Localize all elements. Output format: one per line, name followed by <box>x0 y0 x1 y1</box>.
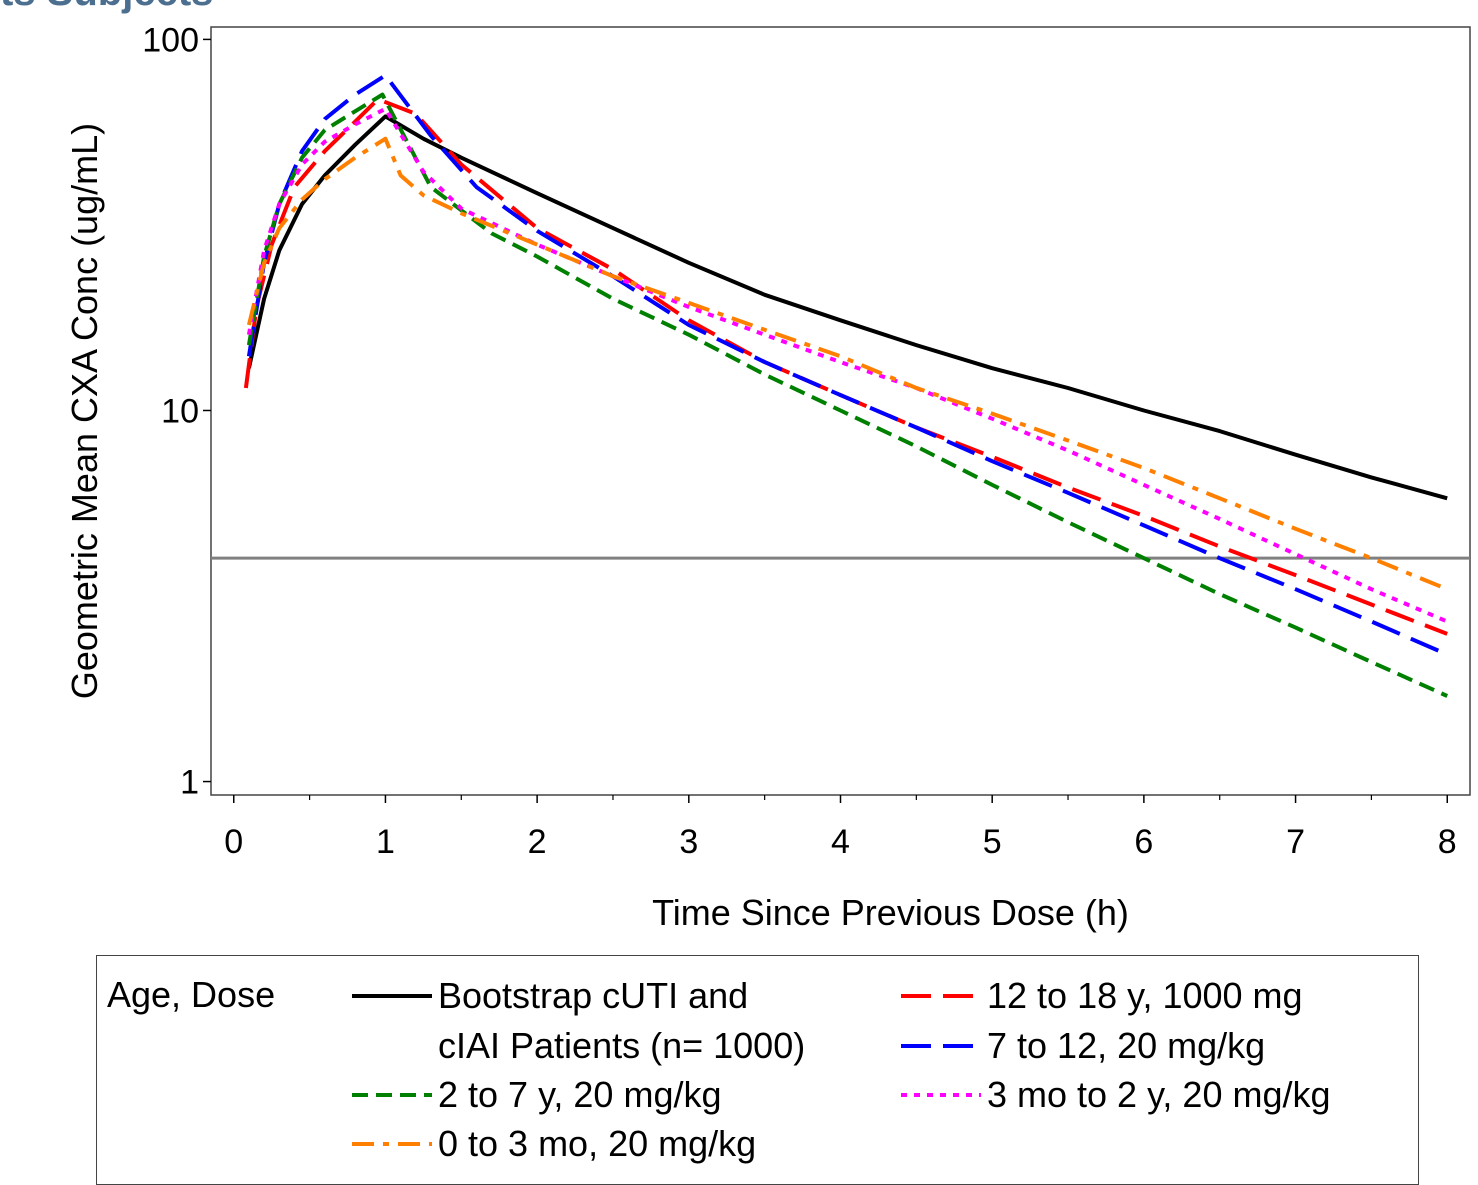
series-line-3 <box>246 92 1449 698</box>
legend-item-bootstrap: Bootstrap cUTI and cIAI Patients (n= 100… <box>352 971 805 1071</box>
legend-label-2-7y: 2 to 7 y, 20 mg/kg <box>438 1074 722 1115</box>
y-tick-label: 100 <box>142 21 199 59</box>
legend-item-12-18y: 12 to 18 y, 1000 mg <box>901 971 1303 1021</box>
legend-item-3mo-2y: 3 mo to 2 y, 20 mg/kg <box>901 1070 1331 1120</box>
x-tick-label: 6 <box>1134 823 1153 861</box>
y-axis-title: Geometric Mean CXA Conc (ug/mL) <box>64 123 105 699</box>
legend-swatch-0-3mo <box>352 1142 432 1146</box>
page-title: ts Subjects <box>0 0 213 15</box>
legend-swatch-12-18y <box>901 994 981 998</box>
y-tick-label: 1 <box>180 764 199 802</box>
series-line-5 <box>246 136 1448 592</box>
legend-label-3mo-2y: 3 mo to 2 y, 20 mg/kg <box>987 1074 1331 1115</box>
legend-swatch-2-7y <box>352 1093 432 1097</box>
legend-label-0-3mo: 0 to 3 mo, 20 mg/kg <box>438 1123 757 1164</box>
legend-swatch-3mo-2y <box>901 1093 981 1097</box>
legend: Age, Dose Bootstrap cUTI and cIAI Patien… <box>96 955 1419 1185</box>
series-line-4 <box>246 106 1448 624</box>
x-tick-label: 4 <box>831 823 850 861</box>
x-tick-label: 2 <box>528 823 547 861</box>
legend-item-0-3mo: 0 to 3 mo, 20 mg/kg <box>352 1119 756 1169</box>
legend-label-12-18y: 12 to 18 y, 1000 mg <box>987 975 1303 1016</box>
x-tick-label: 3 <box>679 823 698 861</box>
legend-item-2-7y: 2 to 7 y, 20 mg/kg <box>352 1070 721 1120</box>
legend-item-7-12y: 7 to 12, 20 mg/kg <box>901 1021 1265 1071</box>
x-tick-label: 7 <box>1286 823 1305 861</box>
x-tick-label: 8 <box>1438 823 1457 861</box>
legend-label-7-12y: 7 to 12, 20 mg/kg <box>987 1025 1266 1066</box>
series-line-2 <box>246 73 1448 657</box>
series-line-1 <box>243 97 1448 636</box>
legend-heading: Age, Dose <box>107 974 276 1015</box>
x-tick-label: 5 <box>983 823 1002 861</box>
x-tick-label: 0 <box>224 823 243 861</box>
series-line-0 <box>246 114 1448 501</box>
legend-label-bootstrap: Bootstrap cUTI and cIAI Patients (n= 100… <box>438 975 806 1066</box>
y-tick-label: 10 <box>161 392 199 430</box>
legend-swatch-7-12y <box>901 1044 981 1048</box>
x-tick-label: 1 <box>376 823 395 861</box>
x-axis-title: Time Since Previous Dose (h) <box>652 892 1129 933</box>
legend-swatch-bootstrap <box>352 994 432 998</box>
